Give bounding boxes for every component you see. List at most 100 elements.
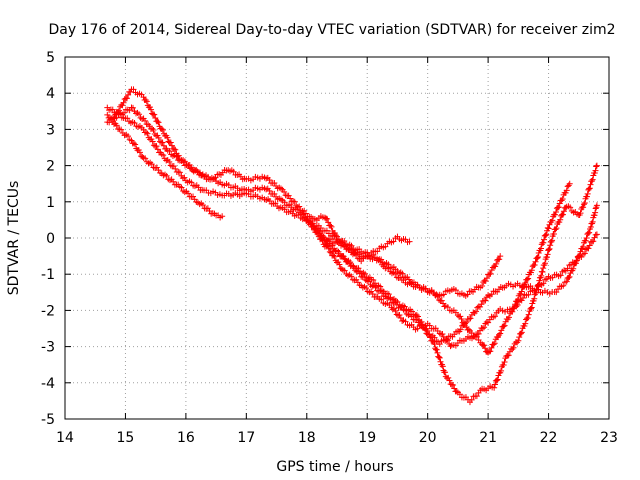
y-tick-label: -5 [41, 412, 55, 428]
data-point [436, 354, 443, 361]
data-point [581, 250, 588, 257]
data-point [591, 212, 598, 219]
data-point [396, 312, 403, 319]
data-point [156, 138, 163, 145]
data-point [479, 325, 486, 332]
data-point [520, 295, 527, 302]
data-point [402, 307, 409, 314]
data-point [552, 211, 559, 218]
data-point [143, 129, 150, 136]
data-point [505, 314, 512, 321]
data-point [586, 242, 593, 249]
data-point [541, 236, 548, 243]
data-point [436, 330, 443, 337]
y-tick-label: 3 [46, 122, 55, 138]
data-point [142, 155, 149, 162]
data-point [589, 218, 596, 225]
y-tick-label: -2 [41, 303, 55, 319]
data-point [172, 165, 179, 172]
series-7 [321, 180, 573, 356]
data-point [327, 222, 334, 229]
data-point [532, 258, 539, 265]
data-point [593, 162, 600, 169]
data-point [154, 118, 161, 125]
data-point [473, 308, 480, 315]
data-point [137, 114, 144, 121]
data-point [150, 142, 157, 149]
data-point [593, 163, 600, 170]
data-point [188, 179, 195, 186]
grid-lines [65, 57, 609, 419]
data-point [545, 225, 552, 232]
data-series [104, 86, 600, 406]
data-point [438, 297, 445, 304]
data-point [547, 242, 554, 249]
data-point [558, 197, 565, 204]
data-point [575, 253, 582, 260]
data-point [593, 202, 600, 209]
data-point [584, 190, 591, 197]
data-point [151, 111, 158, 118]
data-point [465, 326, 472, 333]
data-point [591, 234, 598, 241]
series-6 [309, 162, 600, 406]
data-point [478, 301, 485, 308]
data-point [580, 243, 587, 250]
data-point [113, 122, 120, 129]
data-point [370, 277, 377, 284]
data-point [556, 200, 563, 207]
data-point [522, 320, 529, 327]
data-point [440, 333, 447, 340]
data-point [130, 86, 137, 93]
data-point [539, 268, 546, 275]
data-point [545, 247, 552, 254]
data-point [361, 274, 368, 281]
data-point [583, 235, 590, 242]
data-point [181, 174, 188, 181]
data-point [550, 230, 557, 237]
data-point [116, 107, 123, 114]
data-point [300, 211, 307, 218]
data-point [468, 330, 475, 337]
data-point [440, 291, 447, 298]
data-point [132, 141, 139, 148]
data-point [473, 393, 480, 400]
data-point [199, 202, 206, 209]
data-point [560, 282, 567, 289]
data-point [447, 343, 454, 350]
data-point [356, 270, 363, 277]
y-tick-label: -1 [41, 267, 55, 283]
data-point [533, 286, 540, 293]
data-point [565, 274, 572, 281]
data-point [450, 382, 457, 389]
x-tick-label: 14 [56, 430, 74, 446]
data-point [281, 199, 288, 206]
data-point [387, 295, 394, 302]
data-point [586, 185, 593, 192]
data-point [399, 318, 406, 325]
data-point [166, 148, 173, 155]
data-point [514, 302, 521, 309]
data-point [325, 245, 332, 252]
data-point [496, 331, 503, 338]
data-point [514, 296, 521, 303]
data-point [508, 308, 515, 315]
data-point [453, 388, 460, 395]
data-point [544, 224, 551, 231]
data-point [487, 348, 494, 355]
data-point [402, 318, 409, 325]
data-point [493, 260, 500, 267]
data-point [171, 146, 178, 153]
x-tick-label: 20 [419, 430, 437, 446]
data-point [464, 291, 471, 298]
data-point [500, 323, 507, 330]
data-point [510, 305, 517, 312]
data-point [557, 272, 564, 279]
data-point [593, 231, 600, 238]
data-point [474, 304, 481, 311]
data-point [581, 199, 588, 206]
data-point [552, 226, 559, 233]
x-tick-label: 21 [479, 430, 497, 446]
data-point [123, 95, 130, 102]
data-point [516, 334, 523, 341]
